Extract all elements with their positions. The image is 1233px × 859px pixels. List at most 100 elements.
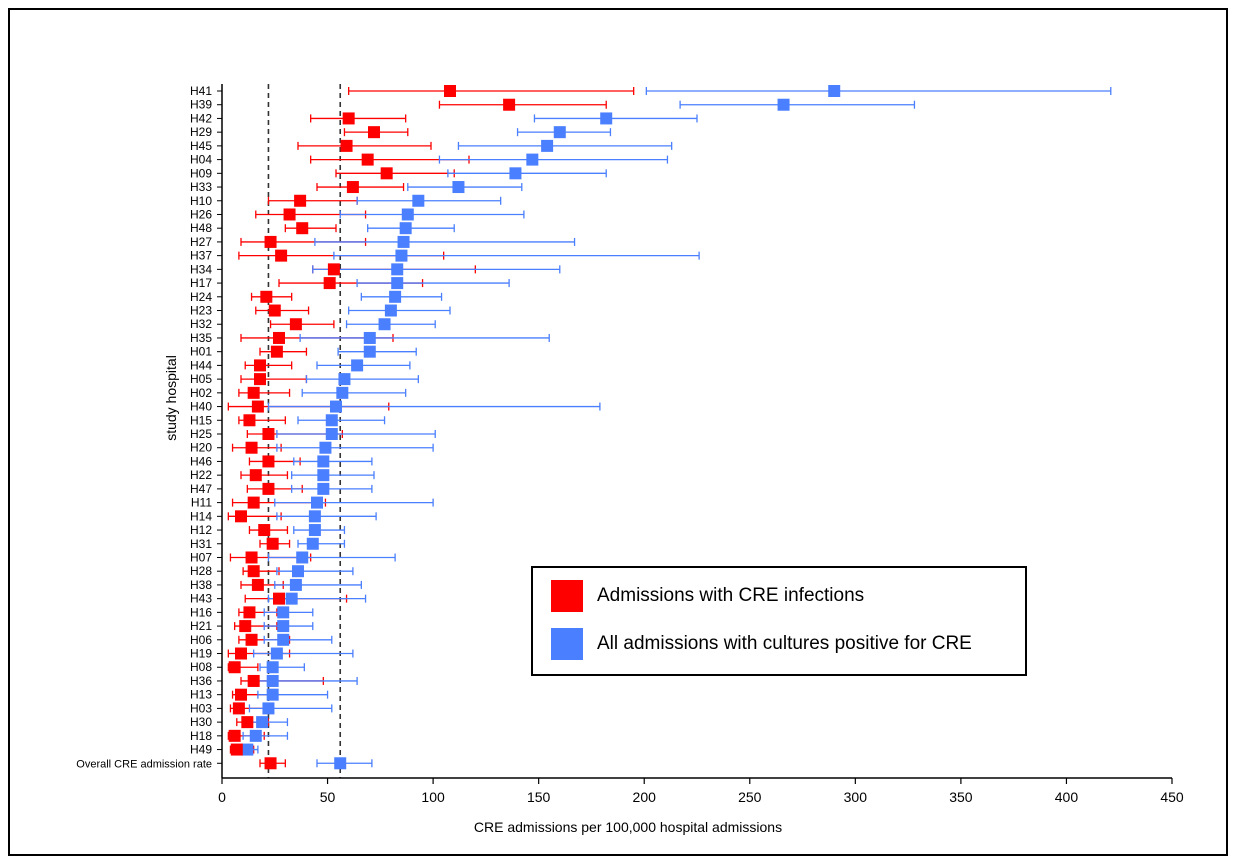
cultures-point (509, 167, 522, 180)
infections-point (346, 181, 359, 194)
infections-point (323, 277, 336, 290)
x-tick-label: 350 (949, 789, 973, 805)
category-label: H37 (190, 249, 212, 263)
cultures-point (289, 578, 302, 591)
infections-point (273, 331, 285, 344)
legend-swatch-infections (551, 580, 583, 612)
category-label: H48 (190, 221, 212, 235)
cultures-point (262, 702, 275, 715)
cultures-point (317, 482, 330, 495)
x-tick-label: 250 (738, 789, 762, 805)
infections-point (230, 743, 243, 756)
category-label: H07 (190, 550, 212, 564)
category-label: H40 (190, 400, 212, 414)
infections-point (247, 386, 260, 399)
cultures-point (553, 126, 566, 139)
infections-point (243, 606, 256, 619)
category-label: H30 (190, 715, 212, 729)
infections-point (254, 359, 266, 372)
infections-point (235, 510, 247, 523)
category-label: H01 (190, 345, 212, 359)
infections-point (361, 153, 374, 166)
infections-point (228, 661, 241, 674)
infections-point (294, 194, 307, 207)
category-label: H14 (190, 509, 212, 523)
legend-item-cultures: All admissions with cultures positive fo… (551, 628, 972, 660)
category-label: H16 (190, 605, 212, 619)
x-tick-label: 50 (320, 789, 336, 805)
infections-point (270, 345, 283, 358)
infections-point (228, 729, 241, 742)
cultures-point (266, 688, 279, 701)
cultures-point (777, 98, 790, 111)
infections-point (262, 455, 275, 468)
infections-point (342, 112, 355, 125)
category-label: H36 (190, 674, 212, 688)
infections-point (249, 469, 262, 482)
cultures-point (266, 674, 279, 687)
infections-point (503, 98, 516, 111)
category-label: H49 (190, 743, 212, 757)
legend-label-infections: Admissions with CRE infections (597, 585, 865, 606)
category-label: H20 (190, 441, 212, 455)
category-label: H27 (190, 235, 212, 249)
category-label: H19 (190, 647, 212, 661)
x-axis-title: CRE admissions per 100,000 hospital admi… (474, 819, 782, 835)
infections-point (264, 235, 277, 248)
cultures-point (334, 757, 347, 770)
x-tick-label: 0 (218, 789, 226, 805)
legend-swatch-cultures (551, 628, 583, 660)
category-label: H15 (190, 413, 212, 427)
infections-markers (228, 85, 516, 770)
infections-point (245, 441, 258, 454)
infections-point (275, 249, 288, 262)
infections-point (251, 578, 264, 591)
infections-point (232, 702, 245, 715)
cultures-point (256, 716, 269, 729)
x-tick-label: 300 (844, 789, 868, 805)
category-label: H12 (190, 523, 212, 537)
cultures-point (363, 345, 376, 358)
cultures-point (266, 661, 279, 674)
infections-point (444, 85, 456, 97)
infections-point (245, 633, 258, 646)
figure-frame (8, 8, 1228, 856)
x-tick-label: 450 (1160, 789, 1184, 805)
x-tick-label: 200 (633, 789, 657, 805)
cultures-point (296, 551, 309, 564)
x-tick-label: 100 (421, 789, 445, 805)
legend-label-cultures: All admissions with cultures positive fo… (597, 633, 972, 654)
infections-point (268, 304, 281, 317)
infections-point (254, 373, 266, 386)
cultures-point (277, 633, 290, 646)
category-label: H44 (190, 358, 212, 372)
infections-point (260, 290, 273, 303)
cultures-point (277, 620, 290, 633)
infections-point (273, 592, 285, 605)
category-label: H34 (190, 262, 212, 276)
cultures-point (397, 235, 410, 248)
x-tick-label: 150 (527, 789, 551, 805)
infections-point (289, 318, 302, 331)
category-label: H08 (190, 660, 212, 674)
infections-point (235, 647, 247, 660)
infections-point (262, 482, 275, 495)
cultures-point (308, 524, 321, 537)
category-label: H32 (190, 317, 212, 331)
cultures-point (351, 359, 364, 372)
cultures-point (389, 290, 402, 303)
infections-point (243, 414, 256, 427)
category-label: H38 (190, 578, 212, 592)
category-label: H05 (190, 372, 212, 386)
cultures-point (311, 496, 323, 509)
infections-point (235, 688, 247, 701)
category-label: H22 (190, 468, 212, 482)
category-label: H47 (190, 482, 212, 496)
cultures-point (541, 139, 554, 152)
cultures-point (285, 592, 298, 605)
category-label: H09 (190, 166, 212, 180)
cultures-point (412, 194, 425, 207)
cultures-point (330, 400, 342, 413)
cultures-point (401, 208, 414, 221)
infections-point (266, 537, 279, 550)
